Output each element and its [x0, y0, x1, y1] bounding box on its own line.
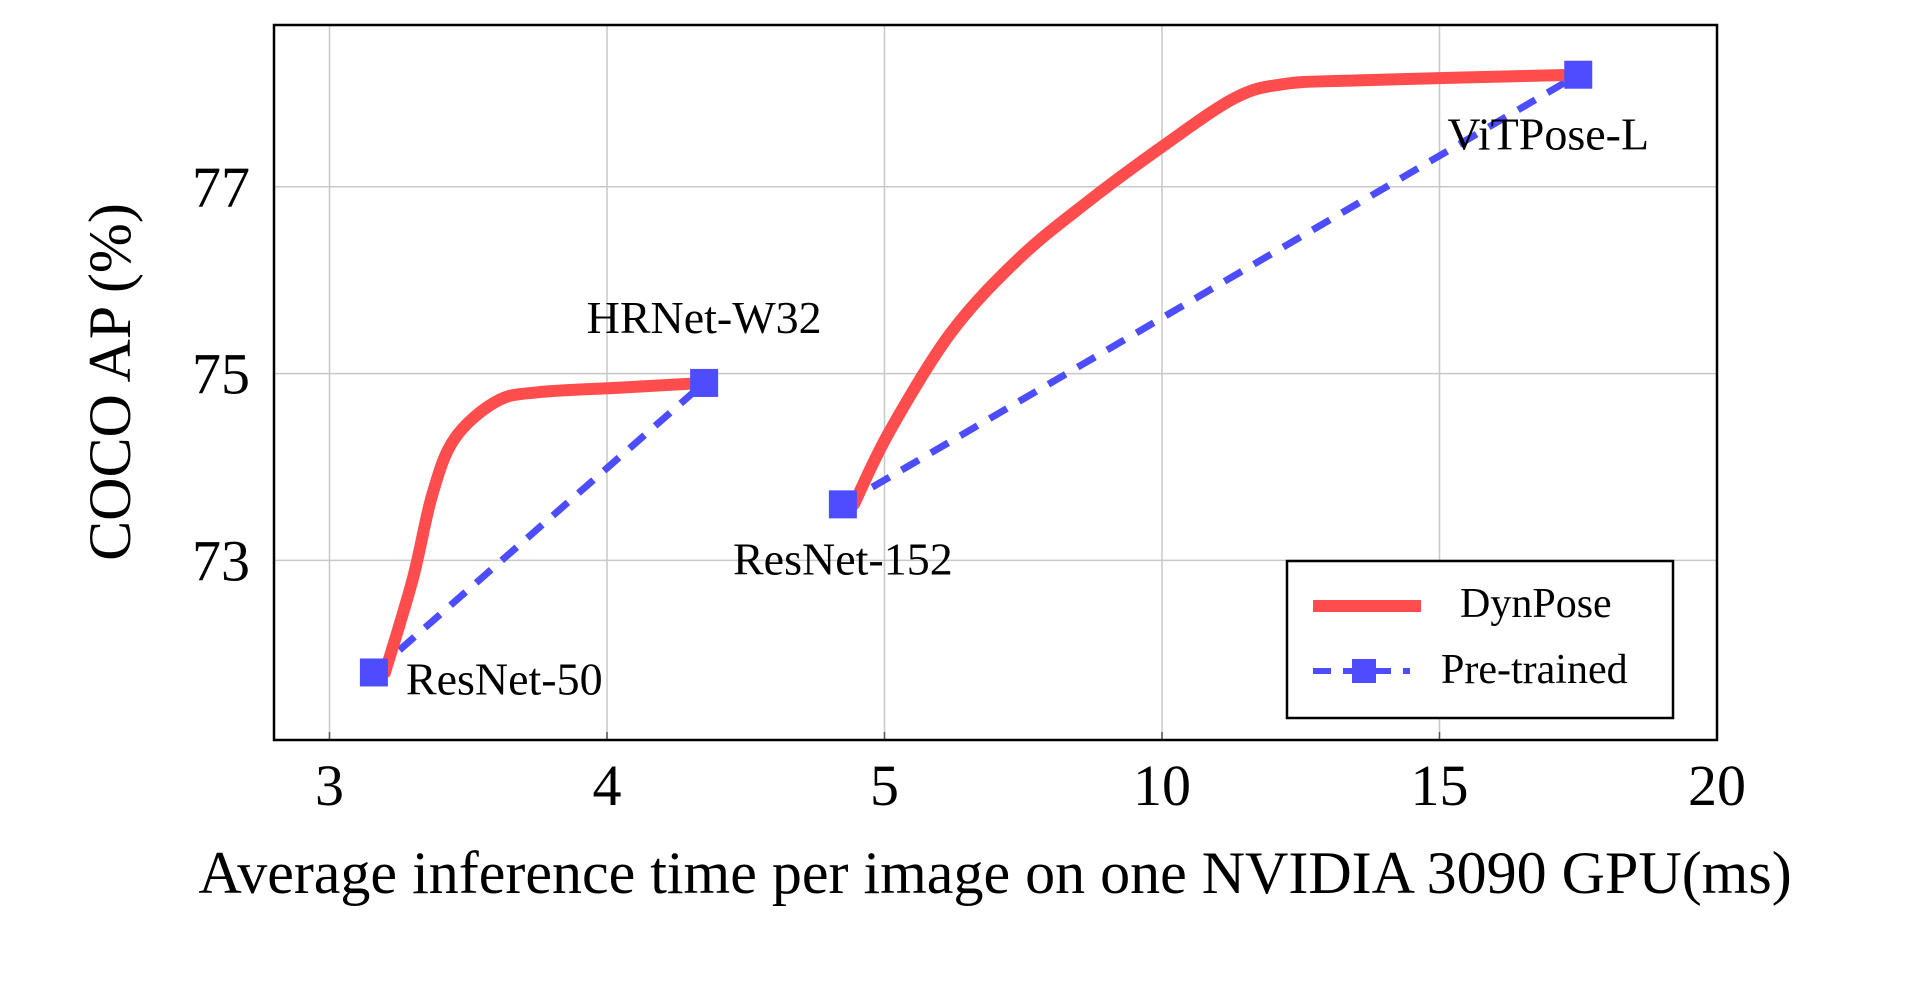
- x-axis-label: Average inference time per image on one …: [198, 840, 1791, 906]
- y-tick-label: 75: [192, 342, 250, 407]
- pretrained-marker: [690, 368, 719, 397]
- annotation-label: ResNet-152: [733, 533, 953, 584]
- annotations: ResNet-50 HRNet-W32 ResNet-152 ViTPose-L: [406, 109, 1649, 705]
- legend-pretrained-marker: [1352, 659, 1376, 683]
- x-tick-label: 3: [315, 753, 344, 818]
- pretrained-marker: [359, 658, 388, 687]
- legend-dynpose-label: DynPose: [1460, 581, 1612, 627]
- y-tick-label: 73: [192, 528, 250, 593]
- legend-box: [1285, 559, 1675, 720]
- x-tick-label: 15: [1411, 753, 1469, 818]
- x-tick-label: 10: [1133, 753, 1191, 818]
- x-tick-label: 5: [870, 753, 899, 818]
- pretrained-marker: [1564, 60, 1593, 89]
- plot-frame: [272, 23, 1719, 742]
- dynpose-line: [379, 376, 711, 679]
- x-tick-label: 4: [593, 753, 622, 818]
- pretrained-line: [371, 380, 707, 676]
- legend: DynPose Pre-trained: [1285, 559, 1675, 720]
- y-tick-labels: 73 75 77: [192, 155, 250, 594]
- y-tick-label: 77: [192, 155, 250, 220]
- legend-pretrained-label: Pre-trained: [1441, 647, 1628, 693]
- pretrained-marker: [828, 490, 857, 519]
- annotation-label: HRNet-W32: [587, 292, 822, 343]
- annotation-label: ViTPose-L: [1447, 109, 1649, 160]
- annotation-label: ResNet-50: [406, 653, 603, 704]
- dynpose-line: [847, 68, 1583, 511]
- pretrained-line: [841, 71, 1581, 508]
- x-tick-label: 20: [1688, 753, 1746, 818]
- series-lines: [359, 60, 1593, 687]
- x-tick-labels: 3 4 5 10 15 20: [315, 753, 1746, 818]
- y-axis-label: COCO AP (%): [77, 203, 143, 561]
